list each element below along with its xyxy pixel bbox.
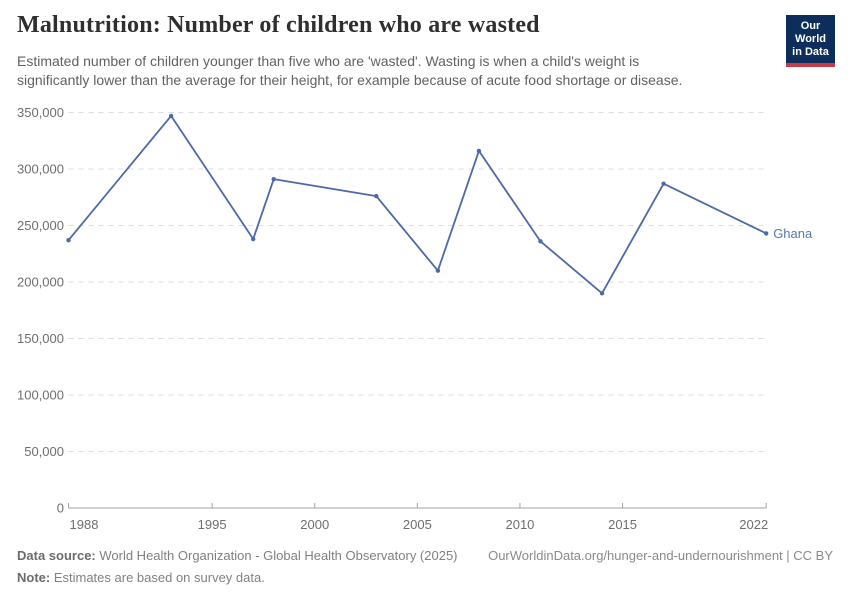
y-axis-label: 0 [57,501,64,516]
x-axis-label: 2015 [608,517,637,532]
note-label: Note: [17,570,51,585]
owid-logo-red-stripe [786,63,835,67]
data-source-line: Data source: World Health Organization -… [17,548,458,563]
data-point[interactable] [374,193,379,199]
x-axis-label: 1988 [70,517,99,532]
x-axis-label: 2010 [505,517,534,532]
x-axis-label: 2005 [403,517,432,532]
owid-logo-line2: in Data [792,46,829,58]
x-axis-label: 2000 [300,517,329,532]
data-point[interactable] [661,181,666,186]
data-point[interactable] [476,148,482,154]
data-point[interactable] [538,239,543,244]
note-line: Note: Estimates are based on survey data… [17,570,265,585]
data-source-label: Data source: [17,548,96,563]
data-point[interactable] [764,231,769,236]
owid-logo-text: Our World in Data [786,15,835,63]
data-point[interactable] [599,291,605,296]
data-point[interactable] [66,237,71,243]
owid-url-link[interactable]: OurWorldinData.org/hunger-and-undernouri… [488,548,833,563]
page-title: Malnutrition: Number of children who are… [17,12,540,38]
data-point[interactable] [250,236,256,242]
chart-subtitle: Estimated number of children younger tha… [17,53,683,88]
y-axis-label: 300,000 [17,162,64,177]
y-axis-label: 350,000 [17,105,64,120]
y-axis-label: 50,000 [24,444,64,459]
owid-logo[interactable]: Our World in Data [786,15,835,67]
data-point[interactable] [271,176,276,182]
owid-logo-line1: Our World [795,20,826,45]
x-axis-label: 2022 [739,517,768,532]
y-axis-label: 150,000 [17,331,64,346]
data-point[interactable] [435,268,441,273]
data-point[interactable] [168,113,174,119]
y-axis-label: 100,000 [17,388,64,403]
note-text: Estimates are based on survey data. [50,570,265,585]
data-source-text: World Health Organization - Global Healt… [95,548,458,563]
x-axis-label: 1995 [198,517,227,532]
y-axis-label: 200,000 [17,275,64,290]
trend-line [67,114,768,295]
y-axis-label: 250,000 [17,218,64,233]
series-label-ghana[interactable]: Ghana [773,226,813,241]
